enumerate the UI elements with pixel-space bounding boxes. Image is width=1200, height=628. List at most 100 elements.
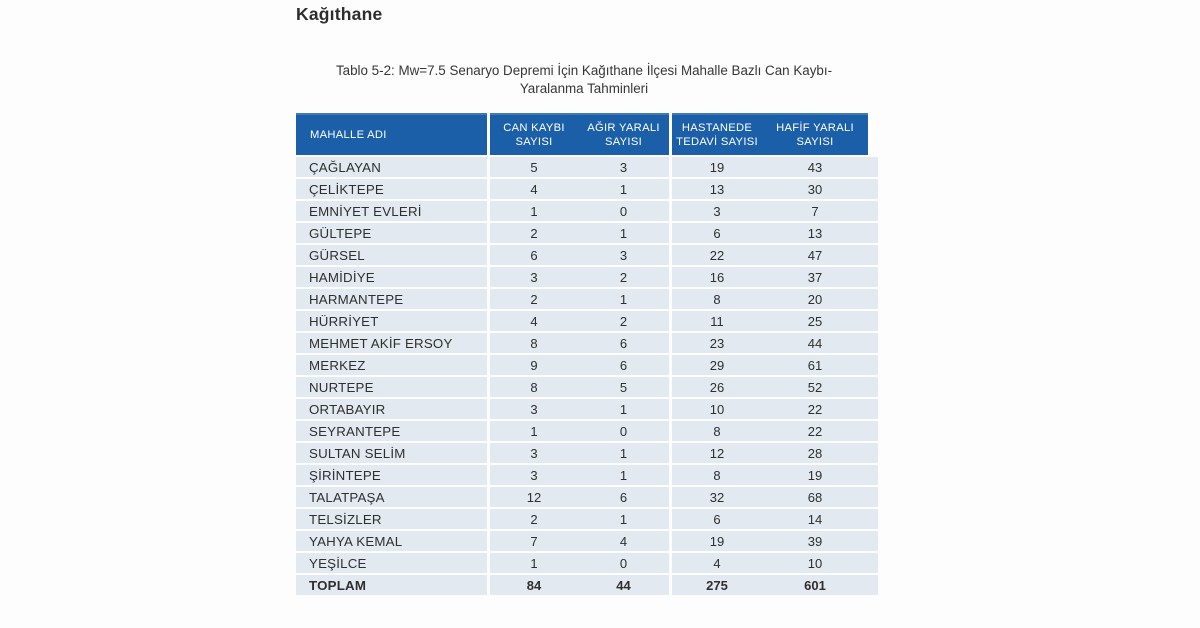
cell-hastanede-tedavi: 22 bbox=[672, 245, 762, 265]
cell-hafif-yarali: 52 bbox=[762, 377, 878, 397]
cell-agir-yarali: 2 bbox=[578, 267, 669, 287]
cell-can-kaybi: 3 bbox=[490, 443, 578, 463]
cell-mahalle-name: MEHMET AKİF ERSOY bbox=[296, 333, 487, 353]
cell-can-kaybi: 1 bbox=[490, 553, 578, 573]
cell-hastanede-tedavi: 16 bbox=[672, 267, 762, 287]
cell-can-kaybi: 3 bbox=[490, 465, 578, 485]
header-cell-hafif-yarali: HAFİF YARALI SAYISI bbox=[762, 113, 868, 155]
cell-can-kaybi: 2 bbox=[490, 289, 578, 309]
cell-can-kaybi: 84 bbox=[490, 575, 578, 595]
cell-agir-yarali: 3 bbox=[578, 245, 669, 265]
cell-hastanede-tedavi: 11 bbox=[672, 311, 762, 331]
table-row: HARMANTEPE 2 1 8 20 bbox=[296, 289, 878, 309]
table-row: GÜRSEL 6 3 22 47 bbox=[296, 245, 878, 265]
cell-hafif-yarali: 25 bbox=[762, 311, 878, 331]
cell-hafif-yarali: 13 bbox=[762, 223, 878, 243]
cell-agir-yarali: 6 bbox=[578, 487, 669, 507]
table-row: TALATPAŞA 12 6 32 68 bbox=[296, 487, 878, 507]
header-cell-can-kaybi: CAN KAYBI SAYISI bbox=[490, 113, 578, 155]
cell-hastanede-tedavi: 10 bbox=[672, 399, 762, 419]
cell-hastanede-tedavi: 4 bbox=[672, 553, 762, 573]
cell-hafif-yarali: 30 bbox=[762, 179, 878, 199]
cell-agir-yarali: 0 bbox=[578, 421, 669, 441]
cell-agir-yarali: 1 bbox=[578, 399, 669, 419]
cell-hafif-yarali: 22 bbox=[762, 399, 878, 419]
cell-agir-yarali: 1 bbox=[578, 465, 669, 485]
cell-hastanede-tedavi: 275 bbox=[672, 575, 762, 595]
cell-mahalle-name: ORTABAYIR bbox=[296, 399, 487, 419]
cell-hastanede-tedavi: 6 bbox=[672, 223, 762, 243]
cell-can-kaybi: 8 bbox=[490, 377, 578, 397]
cell-hastanede-tedavi: 23 bbox=[672, 333, 762, 353]
table-header-row: MAHALLE ADI CAN KAYBI SAYISI AĞIR YARALI… bbox=[296, 113, 878, 155]
table-row: YEŞİLCE 1 0 4 10 bbox=[296, 553, 878, 573]
cell-can-kaybi: 7 bbox=[490, 531, 578, 551]
cell-can-kaybi: 1 bbox=[490, 201, 578, 221]
cell-hastanede-tedavi: 8 bbox=[672, 465, 762, 485]
table-caption: Tablo 5-2: Mw=7.5 Senaryo Depremi İçin K… bbox=[270, 62, 898, 97]
cell-hastanede-tedavi: 19 bbox=[672, 531, 762, 551]
cell-can-kaybi: 2 bbox=[490, 223, 578, 243]
cell-hastanede-tedavi: 6 bbox=[672, 509, 762, 529]
cell-mahalle-name: SEYRANTEPE bbox=[296, 421, 487, 441]
table-row: TELSİZLER 2 1 6 14 bbox=[296, 509, 878, 529]
cell-hastanede-tedavi: 26 bbox=[672, 377, 762, 397]
cell-hafif-yarali: 601 bbox=[762, 575, 878, 595]
table-row: EMNİYET EVLERİ 1 0 3 7 bbox=[296, 201, 878, 221]
cell-mahalle-name: ÇELİKTEPE bbox=[296, 179, 487, 199]
table-row: SEYRANTEPE 1 0 8 22 bbox=[296, 421, 878, 441]
cell-can-kaybi: 3 bbox=[490, 267, 578, 287]
cell-hafif-yarali: 44 bbox=[762, 333, 878, 353]
header-cell-agir-yarali: AĞIR YARALI SAYISI bbox=[578, 113, 669, 155]
cell-hafif-yarali: 20 bbox=[762, 289, 878, 309]
cell-agir-yarali: 1 bbox=[578, 223, 669, 243]
cell-agir-yarali: 1 bbox=[578, 509, 669, 529]
cell-hastanede-tedavi: 19 bbox=[672, 157, 762, 177]
cell-hafif-yarali: 28 bbox=[762, 443, 878, 463]
cell-mahalle-name: YAHYA KEMAL bbox=[296, 531, 487, 551]
page-title: Kağıthane bbox=[296, 4, 383, 24]
cell-can-kaybi: 9 bbox=[490, 355, 578, 375]
table-row: HÜRRİYET 4 2 11 25 bbox=[296, 311, 878, 331]
cell-can-kaybi: 4 bbox=[490, 311, 578, 331]
cell-hafif-yarali: 61 bbox=[762, 355, 878, 375]
cell-can-kaybi: 1 bbox=[490, 421, 578, 441]
cell-mahalle-name: TALATPAŞA bbox=[296, 487, 487, 507]
cell-hafif-yarali: 37 bbox=[762, 267, 878, 287]
cell-agir-yarali: 5 bbox=[578, 377, 669, 397]
cell-mahalle-name: NURTEPE bbox=[296, 377, 487, 397]
cell-mahalle-name: SULTAN SELİM bbox=[296, 443, 487, 463]
cell-can-kaybi: 8 bbox=[490, 333, 578, 353]
table-row: MEHMET AKİF ERSOY 8 6 23 44 bbox=[296, 333, 878, 353]
casualty-table: MAHALLE ADI CAN KAYBI SAYISI AĞIR YARALI… bbox=[296, 113, 878, 597]
cell-agir-yarali: 6 bbox=[578, 333, 669, 353]
table-caption-line2: Yaralanma Tahminleri bbox=[519, 80, 649, 96]
table-row: SULTAN SELİM 3 1 12 28 bbox=[296, 443, 878, 463]
cell-mahalle-name: MERKEZ bbox=[296, 355, 487, 375]
header-cell-mahalle-adi: MAHALLE ADI bbox=[296, 113, 487, 155]
cell-agir-yarali: 1 bbox=[578, 179, 669, 199]
cell-can-kaybi: 5 bbox=[490, 157, 578, 177]
cell-agir-yarali: 0 bbox=[578, 553, 669, 573]
cell-toplam-label: TOPLAM bbox=[296, 575, 487, 595]
cell-hafif-yarali: 14 bbox=[762, 509, 878, 529]
table-row: ÇAĞLAYAN 5 3 19 43 bbox=[296, 157, 878, 177]
cell-hafif-yarali: 43 bbox=[762, 157, 878, 177]
table-row: MERKEZ 9 6 29 61 bbox=[296, 355, 878, 375]
cell-agir-yarali: 3 bbox=[578, 157, 669, 177]
cell-agir-yarali: 6 bbox=[578, 355, 669, 375]
table-body: ÇAĞLAYAN 5 3 19 43 ÇELİKTEPE 4 1 13 30 EMNİYET EVL… bbox=[296, 157, 878, 595]
cell-mahalle-name: YEŞİLCE bbox=[296, 553, 487, 573]
table-row: HAMİDİYE 3 2 16 37 bbox=[296, 267, 878, 287]
cell-mahalle-name: GÜRSEL bbox=[296, 245, 487, 265]
cell-hafif-yarali: 68 bbox=[762, 487, 878, 507]
cell-can-kaybi: 4 bbox=[490, 179, 578, 199]
cell-hafif-yarali: 7 bbox=[762, 201, 878, 221]
cell-mahalle-name: TELSİZLER bbox=[296, 509, 487, 529]
cell-mahalle-name: ŞİRİNTEPE bbox=[296, 465, 487, 485]
cell-agir-yarali: 4 bbox=[578, 531, 669, 551]
cell-hafif-yarali: 10 bbox=[762, 553, 878, 573]
cell-hastanede-tedavi: 32 bbox=[672, 487, 762, 507]
cell-hastanede-tedavi: 29 bbox=[672, 355, 762, 375]
header-cell-hastanede-tedavi: HASTANEDE TEDAVİ SAYISI bbox=[672, 113, 762, 155]
